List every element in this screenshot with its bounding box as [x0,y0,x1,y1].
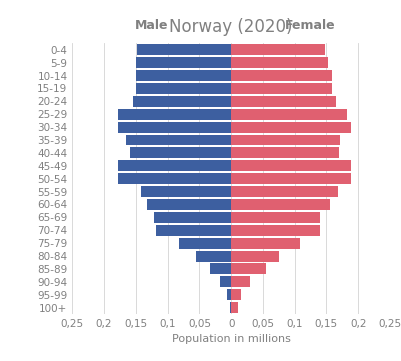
Bar [210,264,231,274]
Bar [231,160,350,171]
Bar [231,173,350,184]
Bar [227,289,231,300]
Bar [129,147,231,158]
Bar [231,225,319,236]
Text: Male: Male [135,19,168,32]
Bar [231,122,350,132]
Bar [231,44,324,55]
Bar [132,96,231,107]
Bar [229,302,231,313]
Bar [153,212,231,223]
Bar [231,70,331,81]
Bar [231,212,319,223]
Bar [231,264,265,274]
Bar [231,289,240,300]
Bar [136,57,231,68]
Bar [137,44,231,55]
Bar [231,186,337,197]
Bar [231,302,237,313]
Bar [126,135,231,145]
Bar [231,277,249,287]
Bar [231,147,338,158]
Bar [118,173,231,184]
Text: Female: Female [285,19,335,32]
Bar [231,135,340,145]
Bar [178,238,231,249]
Bar [231,251,278,261]
Bar [231,109,346,120]
Bar [231,199,329,210]
Bar [219,277,231,287]
Bar [231,83,331,94]
Bar [196,251,231,261]
Bar [136,70,231,81]
Bar [231,57,328,68]
Bar [141,186,231,197]
Bar [231,238,299,249]
Bar [118,160,231,171]
Bar [118,122,231,132]
Title: Norway (2020): Norway (2020) [169,18,292,36]
Bar [147,199,231,210]
Bar [118,109,231,120]
Bar [231,96,335,107]
Bar [156,225,231,236]
Bar [136,83,231,94]
X-axis label: Population in millions: Population in millions [171,335,290,344]
